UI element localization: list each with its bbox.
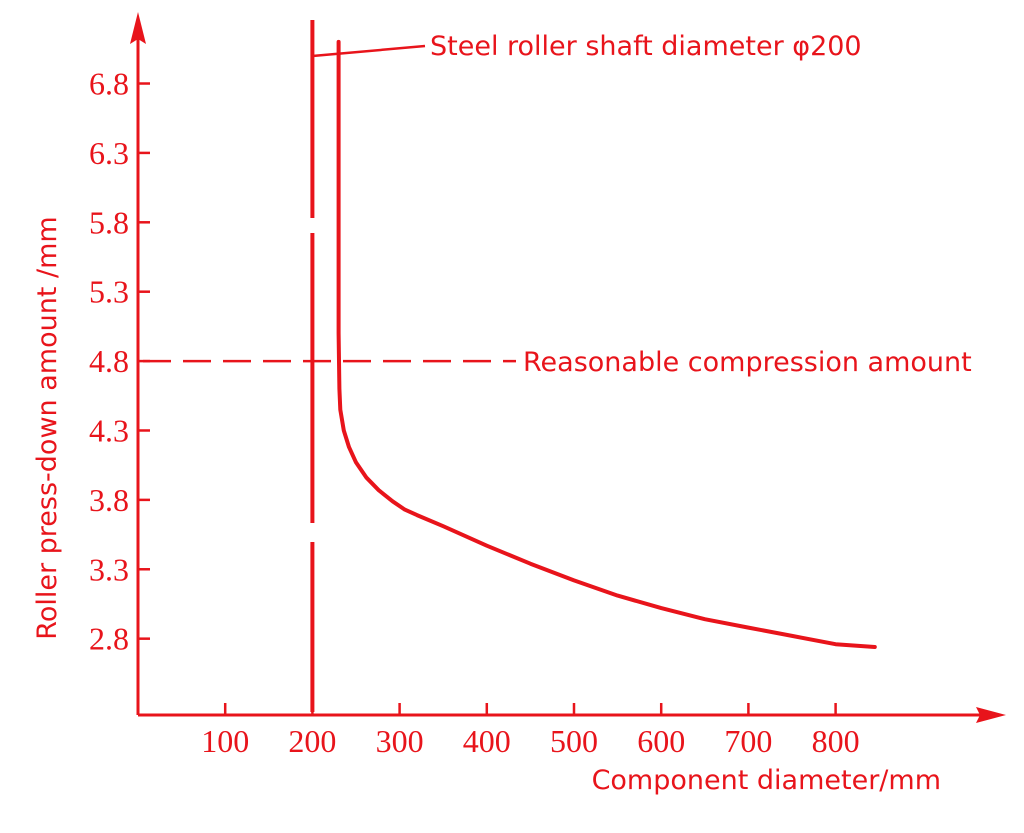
- x-tick-label: 800: [812, 723, 860, 759]
- x-tick-label: 100: [201, 723, 249, 759]
- x-axis-title: Component diameter/mm: [592, 765, 941, 796]
- y-tick-label: 3.8: [89, 482, 129, 518]
- x-axis: [138, 707, 1006, 723]
- y-tick-label: 6.3: [89, 135, 129, 171]
- series-group: [336, 39, 877, 649]
- y-tick-label: 2.8: [89, 621, 129, 657]
- x-tick-label: 600: [637, 723, 685, 759]
- x-axis-arrow-icon: [976, 707, 1006, 723]
- y-ticks: 2.8 3.3 3.8 4.3 4.8 5.3 5.8 6.3 6.8: [89, 66, 150, 657]
- series-line: [336, 39, 877, 649]
- steel-roller-shaft-label: Steel roller shaft diameter φ200: [430, 31, 862, 62]
- y-axis-title: Roller press-down amount /mm: [32, 216, 63, 639]
- x-ticks: 100 200 300 400 500 600 700 800: [201, 703, 860, 759]
- reference-lines: Steel roller shaft diameter φ200 Reasona…: [143, 20, 972, 712]
- x-tick-label: 700: [724, 723, 772, 759]
- y-tick-label: 5.3: [89, 274, 129, 310]
- y-tick-label: 6.8: [89, 66, 129, 102]
- x-tick-label: 500: [550, 723, 598, 759]
- y-axis: [130, 12, 146, 715]
- x-tick-label: 400: [463, 723, 511, 759]
- y-axis-arrow-icon: [130, 12, 146, 44]
- y-tick-label: 5.8: [89, 204, 129, 240]
- steel-roller-shaft-leader-line: [312, 44, 426, 58]
- y-tick-label: 4.3: [89, 412, 129, 448]
- reasonable-compression-label: Reasonable compression amount: [523, 347, 972, 378]
- y-tick-label: 3.3: [89, 551, 129, 587]
- x-tick-label: 300: [376, 723, 424, 759]
- y-tick-label: 4.8: [89, 343, 129, 379]
- x-tick-label: 200: [288, 723, 336, 759]
